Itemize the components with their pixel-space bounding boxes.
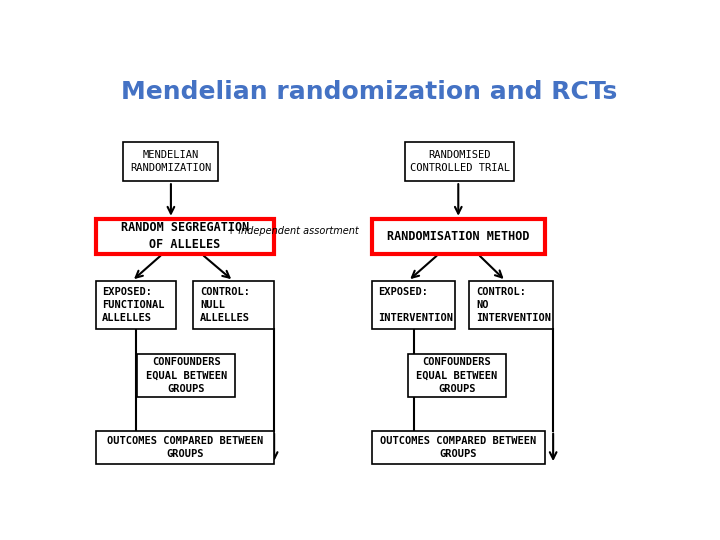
Text: RANDOMISED
CONTROLLED TRIAL: RANDOMISED CONTROLLED TRIAL — [410, 150, 510, 173]
Text: EXPOSED:
FUNCTIONAL
ALLELLES: EXPOSED: FUNCTIONAL ALLELLES — [102, 287, 165, 323]
FancyBboxPatch shape — [138, 354, 235, 397]
Text: CONTROL:
NO
INTERVENTION: CONTROL: NO INTERVENTION — [476, 287, 551, 323]
FancyBboxPatch shape — [372, 281, 456, 329]
Text: OUTCOMES COMPARED BETWEEN
GROUPS: OUTCOMES COMPARED BETWEEN GROUPS — [107, 436, 263, 459]
Text: MENDELIAN
RANDOMIZATION: MENDELIAN RANDOMIZATION — [130, 150, 212, 173]
FancyBboxPatch shape — [96, 281, 176, 329]
Text: CONTROL:
NULL
ALLELLES: CONTROL: NULL ALLELLES — [200, 287, 250, 323]
Text: Mendelian randomization and RCTs: Mendelian randomization and RCTs — [121, 80, 617, 104]
Text: + independent assortment: + independent assortment — [227, 226, 359, 236]
FancyBboxPatch shape — [469, 281, 553, 329]
Text: EXPOSED:

INTERVENTION: EXPOSED: INTERVENTION — [379, 287, 454, 323]
FancyBboxPatch shape — [96, 431, 274, 464]
FancyBboxPatch shape — [405, 141, 514, 181]
Text: CONFOUNDERS
EQUAL BETWEEN
GROUPS: CONFOUNDERS EQUAL BETWEEN GROUPS — [145, 357, 227, 394]
FancyBboxPatch shape — [372, 431, 545, 464]
FancyBboxPatch shape — [193, 281, 274, 329]
FancyBboxPatch shape — [372, 219, 545, 254]
Text: RANDOM SEGREGATION
OF ALLELES: RANDOM SEGREGATION OF ALLELES — [121, 221, 249, 251]
Text: RANDOMISATION METHOD: RANDOMISATION METHOD — [387, 230, 529, 243]
Text: OUTCOMES COMPARED BETWEEN
GROUPS: OUTCOMES COMPARED BETWEEN GROUPS — [380, 436, 536, 459]
FancyBboxPatch shape — [124, 141, 218, 181]
Text: CONFOUNDERS
EQUAL BETWEEN
GROUPS: CONFOUNDERS EQUAL BETWEEN GROUPS — [416, 357, 498, 394]
FancyBboxPatch shape — [96, 219, 274, 254]
FancyBboxPatch shape — [408, 354, 505, 397]
